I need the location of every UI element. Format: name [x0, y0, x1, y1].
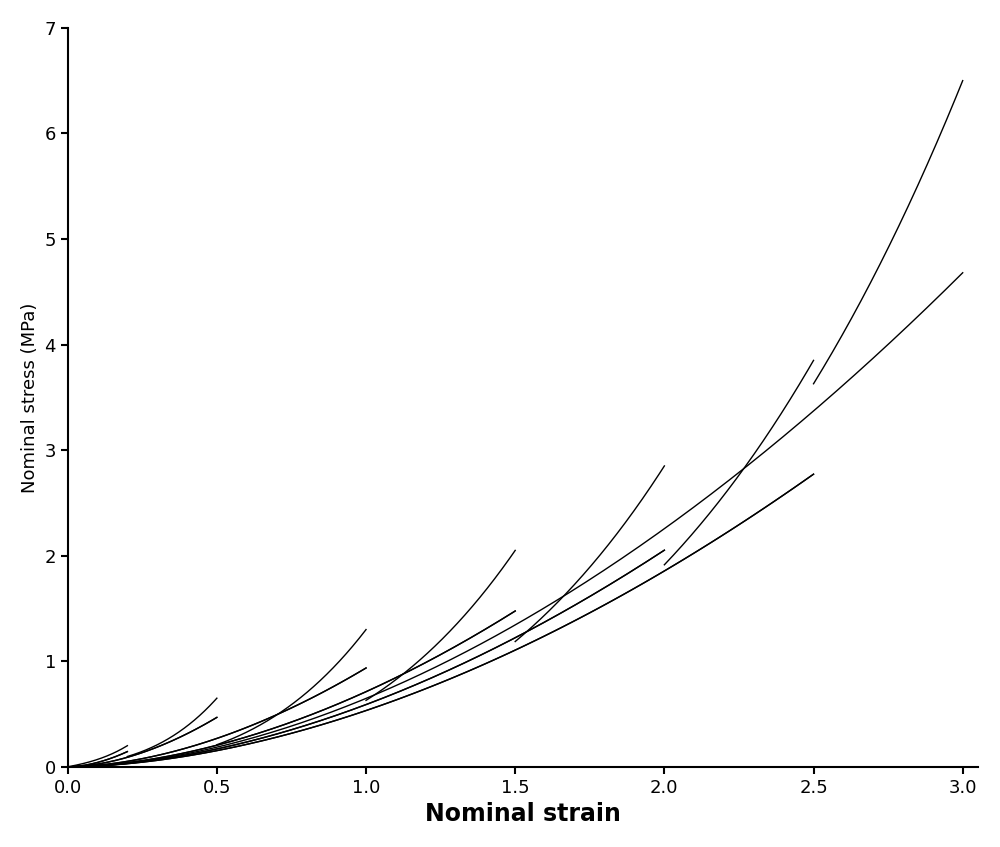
- X-axis label: Nominal strain: Nominal strain: [425, 802, 621, 826]
- Y-axis label: Nominal stress (MPa): Nominal stress (MPa): [21, 302, 39, 492]
